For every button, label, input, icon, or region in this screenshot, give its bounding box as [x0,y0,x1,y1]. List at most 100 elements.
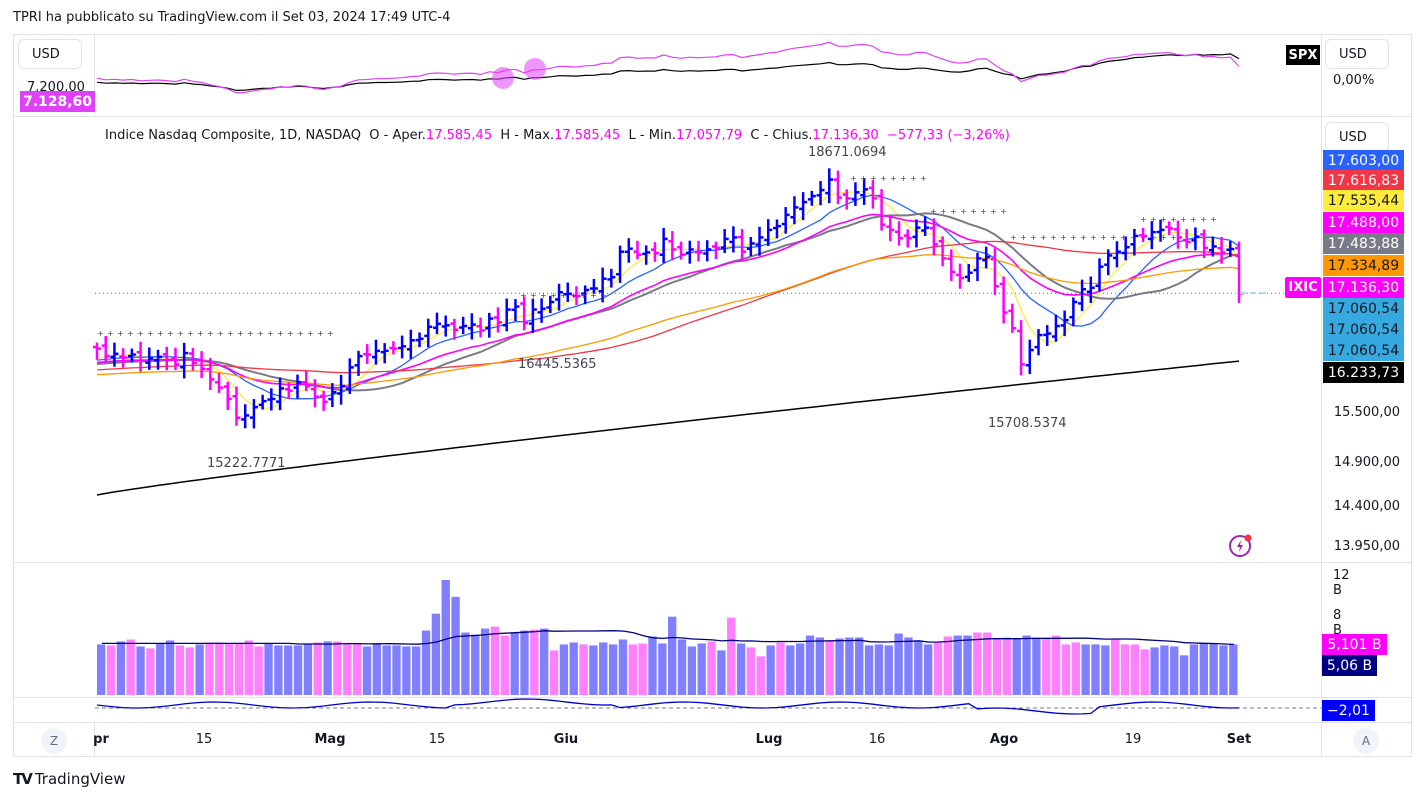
resistance-dot: + [890,174,897,183]
main-currency-button[interactable]: USD [1325,122,1389,152]
volume-bar [638,643,647,695]
resistance-dot: + [1050,233,1057,242]
main-legend: Indice Nasdaq Composite, 1D, NASDAQ O - … [105,128,1010,143]
resistance-dot: + [137,329,144,338]
volume-bar [992,638,1002,695]
annotation-low-apr: 15222.7771 [207,456,286,471]
zoom-reset-button[interactable]: Z [41,728,67,754]
volume-bar [441,579,450,695]
volume-bar [1189,644,1199,695]
volume-bar [1002,637,1012,695]
resistance-dot: + [117,329,124,338]
volume-bar [864,645,874,695]
resistance-dot: + [257,329,264,338]
resistance-dot: + [1110,233,1117,242]
volume-bar [471,634,480,695]
resistance-dot: + [1150,233,1157,242]
resistance-dot: + [520,291,527,300]
resistance-dot: + [1190,215,1197,224]
volume-bar [559,644,569,695]
ma-200-black-line [96,360,1240,496]
left-scale-divider [94,35,95,116]
price-tag: 17.060,54 [1323,340,1404,361]
volume-bar [795,643,805,695]
resistance-dot: + [297,329,304,338]
time-tick-may: Mag [314,732,346,747]
volume-pane-divider [14,562,1412,563]
volume-bar [313,642,322,695]
volume-bar [254,646,263,695]
volume-bar [746,647,756,695]
volume-bar [1160,645,1169,695]
auto-scale-button[interactable]: A [1353,728,1379,754]
resistance-dot: + [950,207,957,216]
price-tag: 17.603,00 [1323,150,1404,171]
resistance-dot: + [107,329,114,338]
volume-bar [97,644,106,695]
tradingview-logo[interactable]: TV TradingView [13,770,125,788]
volume-bar [1120,644,1130,695]
volume-bar [658,643,667,695]
compare-spx-line [96,53,1240,92]
oscillator-value-tag: −2,01 [1322,700,1375,721]
volume-bar [372,643,381,695]
resistance-dot: + [167,329,174,338]
resistance-dot: + [590,291,597,300]
resistance-dot: + [237,329,244,338]
volume-bar [224,643,234,695]
volume-bar [274,645,283,695]
time-tick-15-apr: 15 [195,732,213,747]
volume-bar [805,635,815,695]
resistance-dot: + [1140,233,1147,242]
alert-lightning-icon[interactable] [1228,533,1254,559]
annotation-mid-may: 16445.5365 [518,357,597,372]
oscillator-line [96,698,1240,715]
volume-bar [815,637,825,695]
volume-bar [697,643,706,695]
price-tag: 17.483,88 [1323,233,1404,254]
resistance-dot: + [277,329,284,338]
compare-right-currency-button[interactable]: USD [1325,39,1389,69]
volume-ma-tag: 5,06 B [1322,655,1377,676]
volume-bar [579,644,588,695]
volume-bar [668,616,677,695]
volume-bar [382,645,391,695]
compare-left-currency-button[interactable]: USD [18,39,82,69]
resistance-dot: + [1160,233,1167,242]
resistance-dot: + [860,174,867,183]
resistance-dot: + [580,291,587,300]
volume-bar [904,637,913,695]
volume-bar [736,643,746,695]
spx-symbol-badge: SPX [1286,45,1320,65]
volume-bar [687,646,697,695]
time-tick-16-jul: 16 [868,732,886,747]
volume-bar [933,641,943,695]
volume-bar [392,645,401,695]
resistance-dot: + [177,329,184,338]
resistance-dot: + [127,329,134,338]
volume-bar [195,644,204,695]
volume-bar [1061,644,1071,695]
tradingview-logo-icon: TV [13,770,33,788]
volume-bar [1209,643,1218,695]
legend-low-value: 17.057,79 [675,128,743,143]
volume-bar [599,642,608,695]
volume-bar [234,643,244,695]
volume-bar [146,648,155,695]
compare-pane-divider [14,116,1412,117]
volume-bar [480,628,490,695]
time-tick-jun: Giu [553,732,579,747]
price-tag: 17.616,83 [1323,170,1404,191]
legend-open-label: O - Aper. [369,128,426,143]
volume-bar [136,646,145,695]
price-tag: 17.535,44 [1323,190,1404,211]
volume-value-tag: 5,101 B [1322,634,1387,655]
time-tick-19-aug: 19 [1124,732,1142,747]
volume-bar [549,650,559,695]
volume-bar [343,643,352,695]
resistance-dot: + [287,329,294,338]
volume-bar [520,630,529,695]
time-tick-jul: Lug [755,732,783,747]
time-tick-apr: pr [93,732,109,747]
